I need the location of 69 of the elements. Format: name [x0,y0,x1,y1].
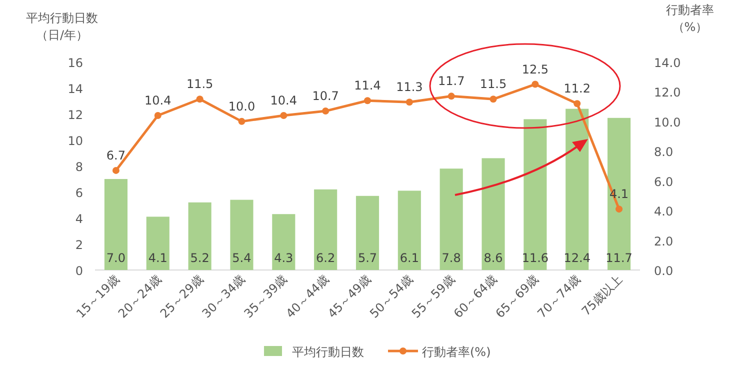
y-tick-label: 4 [75,212,83,226]
data-label: 6.2 [316,251,336,265]
y2-tick-label: 12.0 [654,86,681,100]
bar [608,118,631,270]
data-label: 4.3 [274,251,294,265]
data-label: 6.7 [106,148,126,162]
data-label: 7.0 [106,251,126,265]
point [406,98,413,106]
data-label: 10.4 [270,93,298,108]
bar [104,179,128,270]
data-label: 11.7 [438,74,465,88]
point [322,108,330,115]
point [280,112,288,119]
data-label: 5.4 [232,251,252,265]
y2-tick-label: 6.0 [654,174,674,189]
point [616,206,623,213]
y2-tick-label: 2.0 [654,234,674,248]
point [490,96,497,103]
bar [272,214,296,270]
y2-tick-label: 0.0 [654,264,674,278]
y2-tick-label: 8.0 [654,145,674,160]
data-label: 11.4 [354,78,381,93]
data-label: 11.3 [396,80,423,94]
point [238,118,246,125]
point [532,80,539,88]
y2-axis-title: 行動者率（%） [666,3,714,34]
bar [314,189,338,270]
bar [482,158,505,270]
y-tick-label: 0 [75,264,83,278]
y-tick-label: 12 [68,108,83,122]
bar [188,202,212,270]
data-label: 11.2 [564,82,590,96]
y-tick-label: 14 [68,82,83,96]
y2-tick-label: 10.0 [654,115,681,130]
y-tick-label: 16 [68,56,83,70]
point [154,112,162,119]
data-label: 5.2 [190,251,210,265]
y-tick-label: 2 [75,238,83,252]
bar [566,108,589,270]
y-tick-label: 10 [68,134,83,148]
legend-label: 行動者率(%) [422,345,491,359]
bar [356,196,380,270]
bar [440,168,463,270]
data-label: 6.1 [400,251,419,265]
point [574,100,581,108]
bar [146,216,170,270]
data-label: 8.6 [484,251,503,265]
data-label: 11.5 [186,77,214,92]
data-label: 11.5 [480,77,507,92]
data-label: 10.0 [228,99,256,114]
y2-tick-label: 4.0 [654,204,674,219]
point [196,96,204,103]
y-axis-title: 平均行動日数（日/年） [26,11,98,42]
point [364,97,371,104]
data-label: 7.8 [442,251,461,265]
data-label: 10.4 [144,93,172,108]
y-tick-label: 8 [75,160,83,174]
point [112,166,120,174]
y-tick-label: 6 [75,186,83,200]
data-label: 12.5 [522,62,549,76]
point [448,92,455,100]
data-label: 4.1 [148,251,168,265]
legend-label: 平均行動日数 [292,345,364,359]
data-label: 5.7 [358,251,378,265]
y2-tick-label: 14.0 [654,56,681,70]
bar [524,119,547,270]
bar [230,200,254,270]
bar [398,190,421,270]
data-label: 10.7 [312,89,339,104]
